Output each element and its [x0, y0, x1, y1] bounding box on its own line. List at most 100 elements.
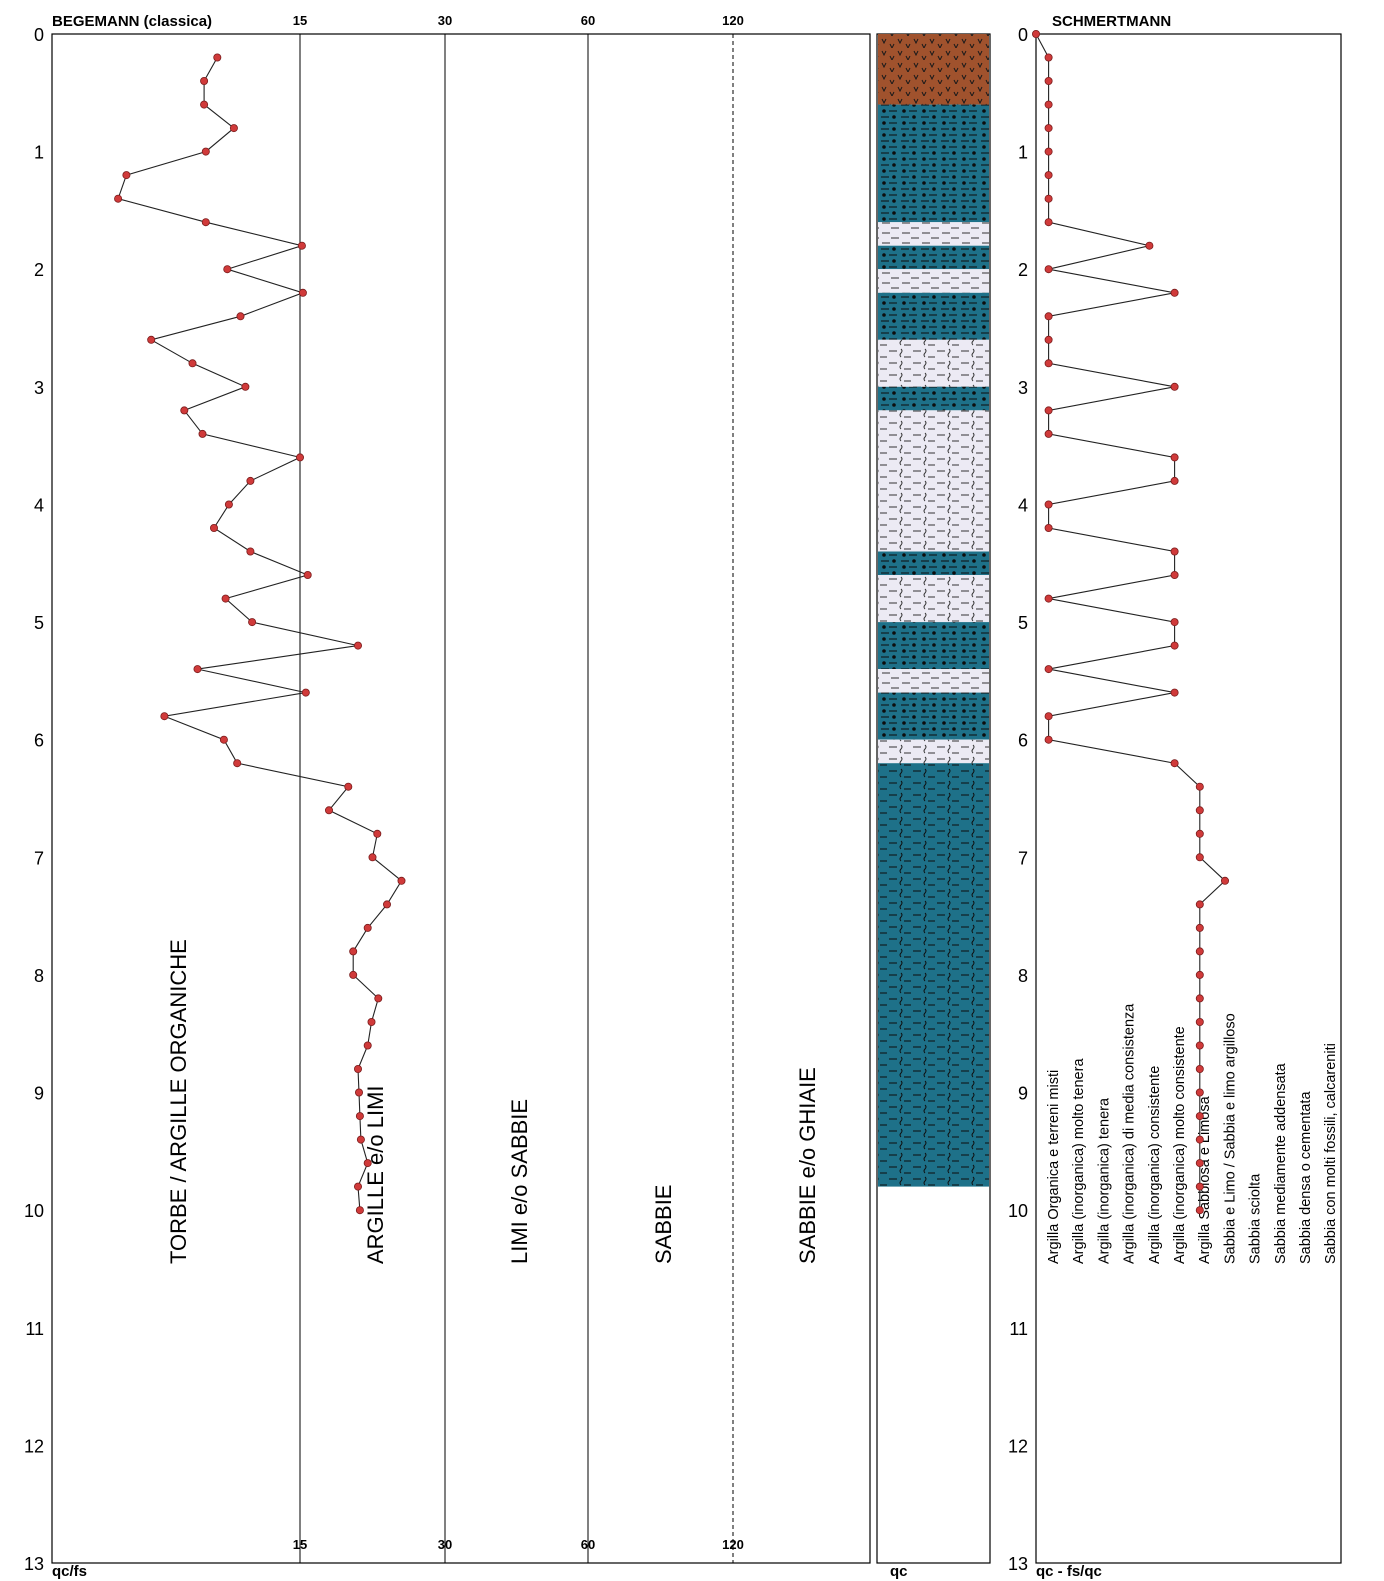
- data-point: [193, 665, 202, 674]
- data-point: [200, 77, 209, 86]
- data-point: [1044, 147, 1053, 156]
- schmertmann-category-label: Sabbia con molti fossili, calcareniti: [1323, 1043, 1339, 1264]
- lithology-column: [878, 34, 989, 1187]
- lithology-layer: [878, 763, 989, 1187]
- data-point: [1195, 1065, 1204, 1074]
- y-tick-label: 0: [1018, 25, 1028, 45]
- data-point: [301, 688, 310, 697]
- data-point: [221, 594, 230, 603]
- y-tick-label: 3: [34, 378, 44, 398]
- y-tick-label: 5: [34, 613, 44, 633]
- data-point: [241, 382, 250, 391]
- data-point: [1044, 53, 1053, 62]
- data-point: [344, 782, 353, 791]
- data-point: [1195, 947, 1204, 956]
- data-point: [1044, 359, 1053, 368]
- data-point: [1195, 829, 1204, 838]
- data-point: [229, 124, 238, 133]
- data-point: [213, 53, 222, 62]
- zone-boundary-label-bottom: 60: [581, 1537, 595, 1552]
- data-point: [160, 712, 169, 721]
- zone-boundary-label-bottom: 30: [438, 1537, 452, 1552]
- zone-boundary-label-top: 60: [581, 13, 595, 28]
- schmertmann-frame: [1035, 33, 1342, 1564]
- y-tick-label: 11: [25, 1319, 44, 1339]
- data-point: [1195, 970, 1204, 979]
- begemann-zone-lines: 15 15 30 30 60 60 120 120: [293, 13, 744, 1563]
- y-tick-label: 8: [34, 966, 44, 986]
- data-point: [1195, 806, 1204, 815]
- data-point: [354, 1088, 363, 1097]
- data-point: [224, 500, 233, 509]
- data-point: [1170, 547, 1179, 556]
- y-tick-label: 7: [34, 848, 44, 868]
- schmertmann-category-label: Argilla (inorganica) molto tenera: [1071, 1058, 1087, 1264]
- lithology-layer: [878, 245, 989, 270]
- data-point: [397, 876, 406, 885]
- data-point: [1170, 571, 1179, 580]
- data-point: [1044, 524, 1053, 533]
- lithology-layer: [878, 386, 989, 411]
- data-point: [1170, 759, 1179, 768]
- data-point: [353, 641, 362, 650]
- data-point: [1044, 171, 1053, 180]
- data-point: [201, 218, 210, 227]
- data-point: [198, 429, 207, 438]
- y-tick-label: 1: [1018, 143, 1028, 163]
- data-point: [1044, 265, 1053, 274]
- y-tick-label: 5: [1018, 613, 1028, 633]
- schmertmann-title: SCHMERTMANN: [1052, 13, 1171, 30]
- schmertmann-x-label: qc - fs/qc: [1036, 1563, 1102, 1580]
- data-point: [201, 147, 210, 156]
- data-point: [1195, 1041, 1204, 1050]
- schmertmann-category-label: Argilla (inorganica) tenera: [1096, 1097, 1112, 1264]
- schmertmann-category-label: Sabbia sciolta: [1248, 1173, 1264, 1264]
- lithology-layer: [878, 269, 989, 293]
- data-point: [188, 359, 197, 368]
- data-point: [1195, 1159, 1204, 1168]
- y-tick-label: 6: [34, 731, 44, 751]
- y-tick-label: 10: [24, 1201, 44, 1221]
- data-point: [353, 1065, 362, 1074]
- data-point: [209, 524, 218, 533]
- data-point: [355, 1112, 364, 1121]
- data-point: [1195, 923, 1204, 932]
- y-tick-label: 8: [1018, 966, 1028, 986]
- y-tick-label: 10: [1008, 1201, 1028, 1221]
- schmertmann-profile: [1032, 29, 1230, 1215]
- data-point: [1170, 641, 1179, 650]
- data-point: [367, 1018, 376, 1027]
- y-tick-label: 3: [1018, 378, 1028, 398]
- schmertmann-category-label: Argilla (inorganica) di media consistenz…: [1122, 1003, 1138, 1264]
- data-point: [248, 618, 257, 627]
- schmertmann-category-label: Argilla Organica e terreni misti: [1046, 1070, 1062, 1264]
- data-point: [1195, 1182, 1204, 1191]
- data-point: [297, 241, 306, 250]
- data-point: [1170, 288, 1179, 297]
- data-point: [295, 453, 304, 462]
- y-tick-label: 9: [34, 1084, 44, 1104]
- y-tick-label: 1: [34, 143, 44, 163]
- data-point: [1195, 1018, 1204, 1027]
- begemann-x-label: qc/fs: [52, 1563, 87, 1580]
- data-point: [219, 735, 228, 744]
- data-point: [368, 853, 377, 862]
- lithology-layer: [878, 669, 989, 693]
- data-point: [1195, 1088, 1204, 1097]
- data-point: [349, 970, 358, 979]
- lithology-layer: [878, 292, 989, 340]
- data-point: [1044, 406, 1053, 415]
- lithology-layer: [878, 622, 989, 670]
- data-point: [1044, 429, 1053, 438]
- data-point: [356, 1135, 365, 1144]
- data-point: [1044, 194, 1053, 203]
- data-point: [382, 900, 391, 909]
- schmertmann-category-label: Sabbia e Limo / Sabbia e limo argilloso: [1222, 1013, 1238, 1264]
- data-point: [246, 476, 255, 485]
- schmertmann-categories: Argilla Organica e terreni misti Argilla …: [1046, 1003, 1339, 1264]
- y-tick-label: 9: [1018, 1084, 1028, 1104]
- data-point: [1170, 688, 1179, 697]
- data-point: [236, 312, 245, 321]
- y-tick-label: 11: [1009, 1319, 1028, 1339]
